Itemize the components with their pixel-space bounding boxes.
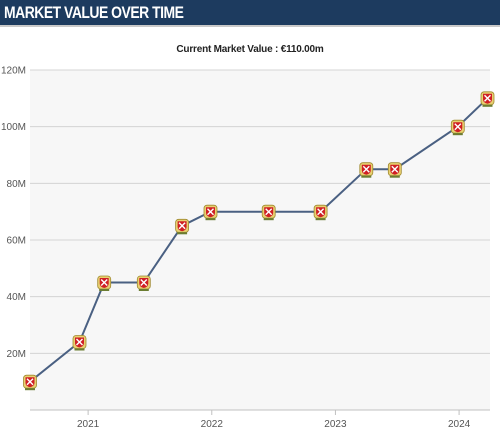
y-tick-label: 60M bbox=[7, 236, 26, 247]
y-tick-label: 100M bbox=[1, 122, 26, 133]
data-point-marker bbox=[261, 204, 276, 221]
data-point-marker bbox=[23, 374, 37, 391]
market-value-chart: 20M 40M 60M 80M 100M 120M 2021 2022 2023 2024 bbox=[1, 66, 495, 430]
page-title: MARKET VALUE OVER TIME bbox=[4, 3, 184, 22]
data-point-marker bbox=[313, 204, 328, 221]
x-tick-label: 2021 bbox=[77, 419, 100, 430]
data-point-marker bbox=[175, 218, 190, 235]
data-point-marker bbox=[480, 91, 495, 107]
y-tick-label: 80M bbox=[7, 179, 26, 190]
data-point-marker bbox=[97, 275, 112, 291]
chart-subtitle: Current Market Value : €110.00m bbox=[176, 44, 324, 55]
series-line bbox=[29, 97, 489, 383]
data-point-marker bbox=[359, 162, 374, 178]
data-point-marker bbox=[450, 119, 465, 136]
data-point-marker bbox=[72, 335, 87, 351]
y-tick-label: 40M bbox=[7, 292, 26, 303]
x-tick-label: 2022 bbox=[201, 419, 224, 430]
y-tick-label: 20M bbox=[7, 349, 26, 360]
x-tick-label: 2024 bbox=[448, 419, 471, 430]
x-tick-label: 2023 bbox=[324, 419, 347, 430]
data-point-marker bbox=[203, 204, 218, 221]
y-tick-label: 120M bbox=[1, 66, 26, 77]
data-point-marker bbox=[387, 162, 402, 178]
data-point-marker bbox=[136, 275, 151, 291]
header-bar: MARKET VALUE OVER TIME bbox=[0, 0, 500, 27]
